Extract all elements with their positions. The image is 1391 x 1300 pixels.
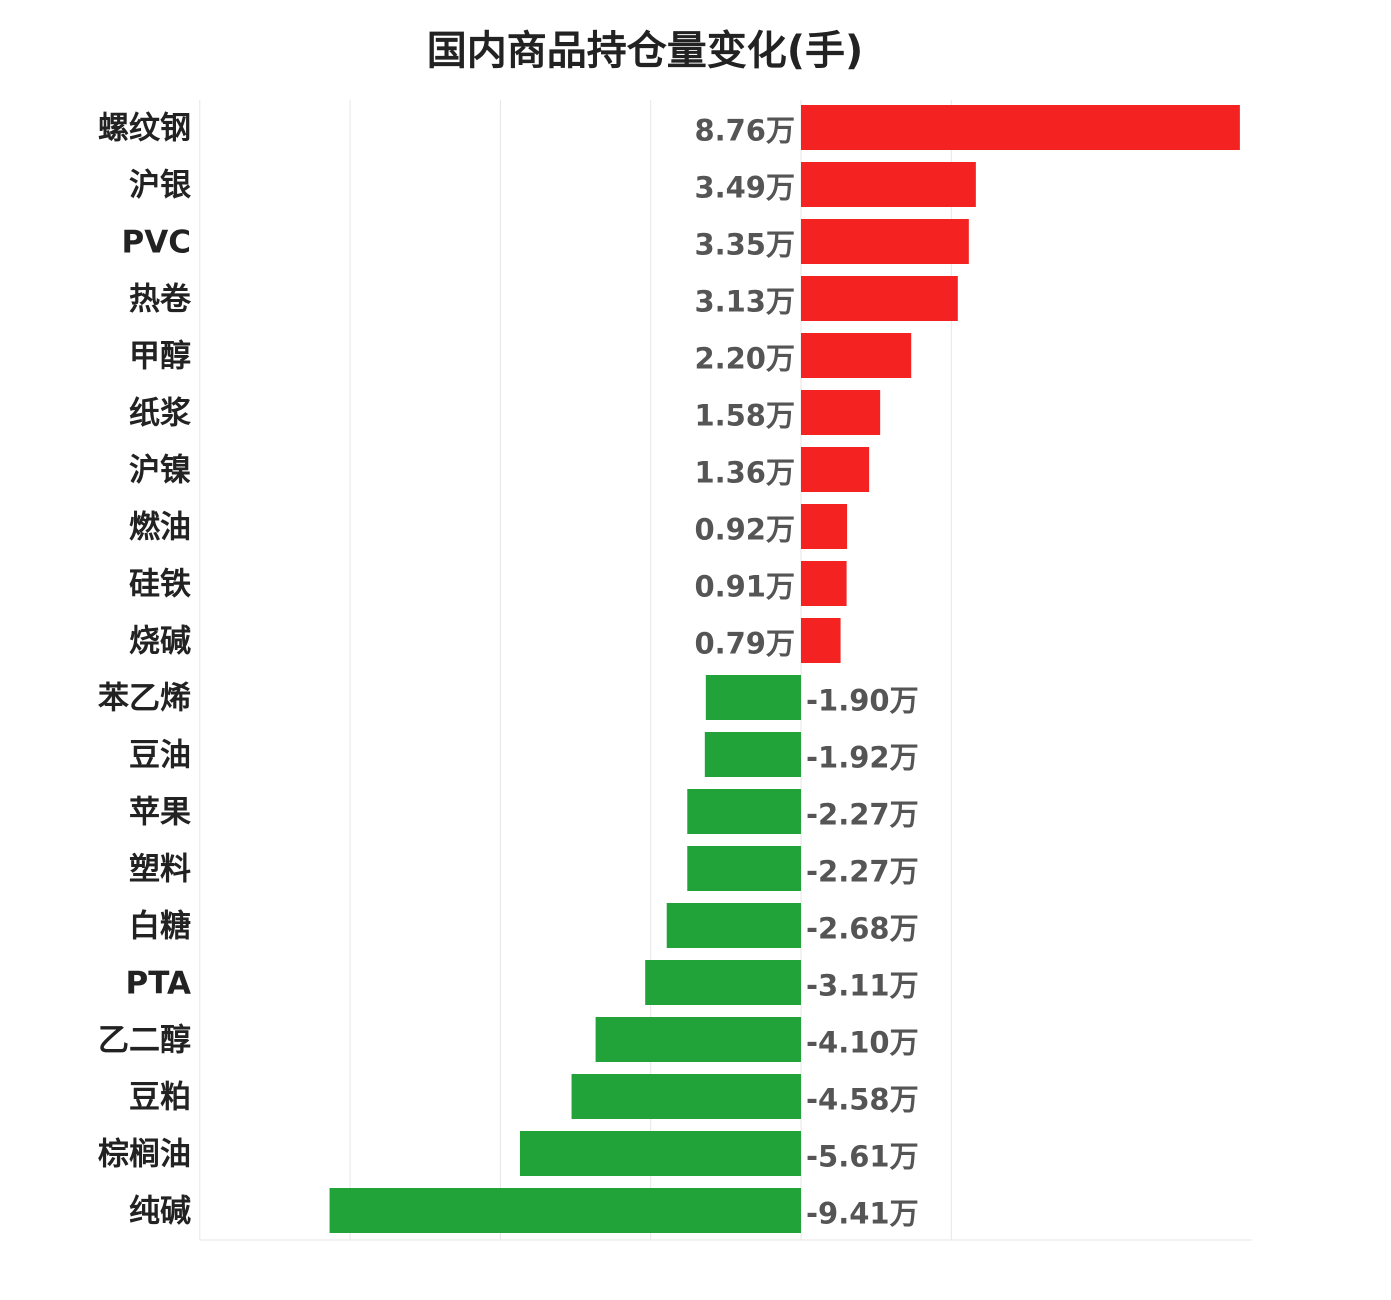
category-label: 沪银 [129,168,191,204]
value-label: -9.41万 [806,1197,919,1231]
category-label: 豆油 [129,738,191,774]
category-label: 纯碱 [129,1194,191,1230]
category-label: 纸浆 [129,396,191,432]
bar [801,162,976,207]
value-label: -2.27万 [806,855,919,889]
category-label: 苯乙烯 [98,681,191,717]
bar [801,333,912,378]
value-label: 3.13万 [694,285,795,319]
category-label: PVC [122,225,191,261]
category-label: 豆粕 [129,1080,191,1116]
value-label: 1.36万 [694,456,795,490]
bar [687,846,801,891]
value-label: 1.58万 [694,399,795,433]
value-label: 0.79万 [694,627,795,661]
bar [666,903,801,948]
bar [801,447,870,492]
bars [329,105,1240,1233]
chart-title: 国内商品持仓量变化(手) [426,28,864,74]
value-label: -2.27万 [806,798,919,832]
category-label: 乙二醇 [98,1023,191,1059]
value-label: -3.11万 [806,969,919,1003]
value-labels: 8.76万 3.49万 3.35万 3.13万 2.20万 1.58万 1.36万 0.92万… [694,114,918,1231]
category-label: 沪镍 [129,453,191,489]
bar [801,561,847,606]
category-label: 棕榈油 [98,1137,191,1173]
value-label: 3.35万 [694,228,795,262]
bar [801,390,881,435]
bar [801,276,958,321]
value-label: 2.20万 [694,342,795,376]
category-label: 燃油 [129,510,191,546]
value-label: -2.68万 [806,912,919,946]
grid-lines [199,100,1252,1241]
category-label: 硅铁 [129,567,191,603]
value-label: -1.90万 [806,684,919,718]
bar [704,732,801,777]
value-label: -4.58万 [806,1083,919,1117]
category-label: 螺纹钢 [98,111,191,147]
category-label: 烧碱 [129,624,191,660]
bar [801,105,1240,150]
category-label: 白糖 [129,909,191,945]
value-label: -4.10万 [806,1026,919,1060]
category-label: 热卷 [129,282,192,318]
category-label: 塑料 [129,852,191,888]
bar [519,1131,801,1176]
value-label: 0.91万 [694,570,795,604]
bar [329,1188,801,1233]
category-label: 苹果 [129,795,191,831]
bar [801,618,841,663]
value-label: 8.76万 [694,114,795,148]
value-label: -5.61万 [806,1140,919,1174]
bar [571,1074,801,1119]
bar [705,675,801,720]
category-label: PTA [126,966,191,1002]
bar [595,1017,801,1062]
value-label: 0.92万 [694,513,795,547]
bar [801,219,969,264]
value-label: -1.92万 [806,741,919,775]
category-label: 甲醇 [129,339,191,375]
bar [801,504,848,549]
value-label: 3.49万 [694,171,795,205]
bar [687,789,801,834]
bar [645,960,801,1005]
